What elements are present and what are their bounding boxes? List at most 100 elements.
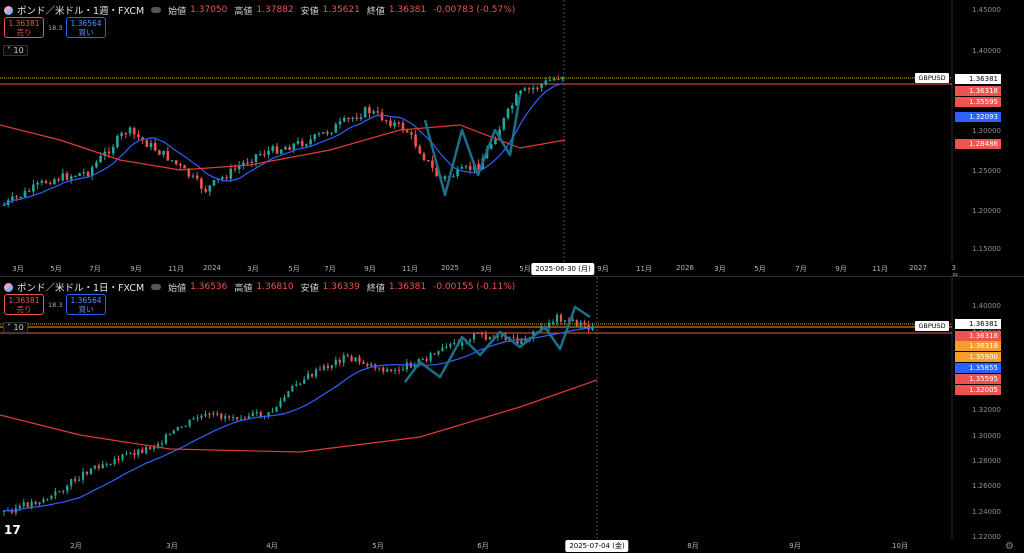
candle-body	[382, 367, 385, 372]
candle-body	[44, 181, 48, 184]
candle-body	[527, 88, 531, 90]
time-tick-label: 2026	[676, 264, 694, 272]
price-tick-label: 1.25000	[972, 167, 1001, 175]
candle-body	[397, 369, 401, 371]
price-axis[interactable]: 1.450001.400001.350001.300001.250001.200…	[952, 0, 1024, 276]
candle-body	[512, 337, 515, 339]
close-value: 1.36381	[388, 282, 427, 292]
candle-body	[443, 176, 447, 180]
candle-body	[19, 197, 23, 199]
time-tick-label: 3月	[480, 265, 492, 273]
candle-body	[78, 173, 81, 176]
candle-body	[50, 495, 53, 499]
candle-body	[137, 449, 140, 456]
sell-button[interactable]: 1.36381 売り	[4, 294, 44, 315]
candle-body	[65, 173, 69, 180]
candle-body	[322, 365, 326, 370]
tradingview-logo[interactable]: 17	[4, 523, 21, 537]
candle-body	[124, 133, 128, 135]
candle-body	[267, 412, 270, 416]
candle-body	[191, 175, 195, 177]
candle-body	[460, 167, 464, 169]
candle-body	[354, 357, 357, 362]
gear-icon[interactable]: ⚙	[1005, 541, 1014, 552]
candle-body	[271, 146, 275, 151]
candle-body	[355, 117, 359, 120]
candle-body	[441, 347, 444, 352]
candle-body	[338, 121, 342, 125]
indicators-toggle[interactable]: ˅ 10	[3, 45, 28, 56]
low-label: 安値	[300, 6, 319, 17]
close-value: 1.36381	[388, 5, 427, 15]
candle-body	[469, 339, 472, 342]
candle-body	[346, 355, 349, 357]
price-marker-label: 1.35595	[955, 374, 1001, 384]
time-tick-label: 9月	[835, 265, 847, 273]
candle-body	[125, 453, 128, 455]
pane-divider[interactable]	[0, 276, 1024, 277]
time-axis[interactable]: 2月 3月 4月 5月 6月 8月 9月 10月	[0, 539, 952, 553]
candle-body	[561, 77, 564, 80]
price-tick-label: 1.45000	[972, 6, 1001, 14]
candle-body	[99, 155, 102, 163]
candle-body	[313, 134, 317, 140]
indicators-toggle[interactable]: ˅ 10	[3, 322, 28, 333]
candle-body	[192, 418, 195, 420]
candle-body	[410, 132, 413, 135]
candle-body	[366, 363, 369, 367]
candle-body	[433, 353, 436, 355]
candle-body	[372, 111, 375, 114]
candle-body	[120, 133, 123, 136]
slow-moving-average-line	[0, 124, 566, 171]
price-marker-label: 1.32005	[955, 385, 1001, 395]
candle-body	[421, 358, 424, 360]
candle-body	[540, 84, 543, 88]
candle-body	[153, 143, 157, 151]
candle-body	[544, 80, 548, 85]
candle-body	[204, 413, 207, 416]
weekly-chart-pane[interactable]: ポンド／米ドル・1週・FXCM 始値 1.37050 高値 1.37882 安値 1.…	[0, 0, 1024, 281]
candle-body	[86, 172, 90, 176]
candle-body	[93, 465, 96, 469]
open-label: 始値	[168, 283, 187, 294]
time-tick-label: 7月	[324, 265, 336, 273]
chart-title[interactable]: ポンド／米ドル・1週・FXCM	[17, 6, 145, 17]
candle-body	[176, 427, 179, 431]
buy-button[interactable]: 1.36564 買い	[66, 17, 106, 38]
buy-label: 買い	[78, 305, 94, 314]
weekly-chart-canvas[interactable]	[0, 0, 1024, 276]
time-tick-label: 9月	[789, 542, 801, 550]
candle-body	[317, 133, 321, 135]
candle-body	[536, 87, 539, 89]
change-value: -0.00155 (-0.11%)	[433, 282, 516, 292]
candle-body	[38, 502, 41, 505]
legend-menu-icon[interactable]	[151, 7, 162, 13]
candle-body	[397, 122, 401, 124]
daily-chart-pane[interactable]: ポンド／米ドル・1日・FXCM 始値 1.36536 高値 1.36810 安値 1.…	[0, 277, 1024, 553]
candle-body	[445, 346, 448, 348]
symbol-price-label: GBPUSD	[915, 73, 949, 83]
daily-chart-canvas[interactable]	[0, 277, 1024, 553]
legend-menu-icon[interactable]	[151, 284, 162, 290]
candle-body	[66, 485, 69, 491]
price-tick-label: 1.30000	[972, 127, 1001, 135]
candle-body	[200, 178, 203, 189]
sell-button[interactable]: 1.36381 売り	[4, 17, 44, 38]
fast-moving-average-line	[3, 326, 593, 512]
time-tick-label: 2027	[909, 264, 927, 272]
candle-body	[307, 373, 310, 380]
chart-title[interactable]: ポンド／米ドル・1日・FXCM	[17, 283, 145, 294]
buy-button[interactable]: 1.36564 買い	[66, 294, 106, 315]
candle-body	[413, 365, 416, 368]
price-tick-label: 1.22000	[972, 533, 1001, 541]
price-marker-label: 1.35900	[955, 352, 1001, 362]
candle-body	[414, 134, 417, 147]
candle-body	[18, 506, 21, 509]
time-axis[interactable]: 3月 5月 7月 9月 11月 2024 3月 5月 7月 9月 11月 2025 3月 5月 9月 11月 2…	[0, 262, 958, 281]
candle-body	[250, 161, 254, 163]
price-axis[interactable]: 1.40000 1.38000 1.32000 1.30000 1.28000 1.260…	[952, 277, 1024, 553]
zigzag-pattern-line	[404, 305, 591, 383]
candle-body	[279, 149, 283, 154]
candle-body	[180, 426, 183, 428]
candle-body	[258, 154, 262, 156]
